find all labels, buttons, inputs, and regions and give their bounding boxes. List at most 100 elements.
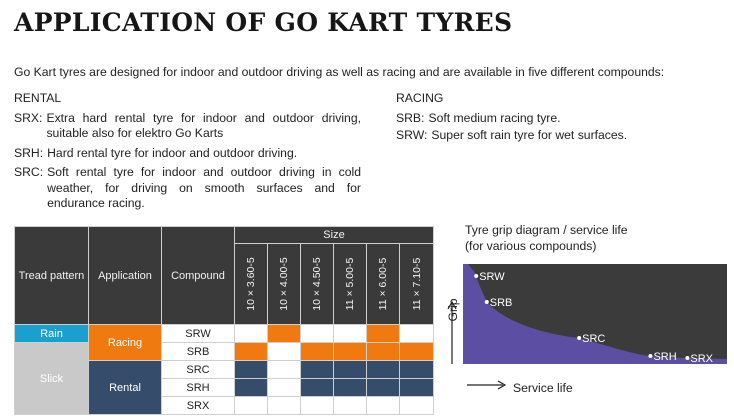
availability-cell xyxy=(333,342,367,361)
grip-diagram: SRW SRB SRC SRH SRX Grip xyxy=(446,264,727,365)
compound-cell: SRC xyxy=(161,360,235,379)
size-header: 10 × 3.60-5 xyxy=(234,243,268,325)
availability-cell xyxy=(267,378,301,397)
availability-cell xyxy=(267,360,301,379)
compound-cell: SRH xyxy=(161,378,235,397)
racing-section: RACING SRB: Soft medium racing tyre. SRW… xyxy=(396,91,716,146)
compound-point-label: SRH xyxy=(653,351,676,363)
table-row-srb: Slick SRB xyxy=(14,342,434,415)
arrow-up-icon xyxy=(447,300,457,310)
header-size: Size xyxy=(234,226,434,244)
availability-cell xyxy=(366,324,400,343)
size-header: 11 × 7.10-5 xyxy=(399,243,434,325)
definition-srh: SRH: Hard rental tyre for indoor and out… xyxy=(14,146,361,162)
size-header: 11 × 6.00-5 xyxy=(366,243,400,325)
diagram-subtitle-line: (for various compounds) xyxy=(465,238,597,253)
size-header: 10 × 4.00-5 xyxy=(267,243,301,325)
arrow-right-icon xyxy=(497,380,507,390)
availability-cell xyxy=(300,396,334,415)
availability-cell xyxy=(333,324,367,343)
racing-heading: RACING xyxy=(396,91,444,105)
service-life-label: Service life xyxy=(513,381,573,395)
availability-cell xyxy=(267,396,301,415)
application-grid: Tread pattern Application Compound Size … xyxy=(14,226,434,415)
table-row-srh: SRH xyxy=(15,378,434,397)
compound-point-label: SRB xyxy=(490,297,513,309)
size-label: 11 × 5.00-5 xyxy=(344,257,356,311)
grip-axis-label: Grip xyxy=(446,298,460,321)
table-row-srw: Rain Racing SRW xyxy=(14,324,434,361)
compound-cell: SRW xyxy=(161,324,235,343)
definition-code: SRC: xyxy=(14,165,44,179)
application-table: Tread pattern Application Compound Size … xyxy=(14,226,434,415)
definition-text: Soft medium racing tyre. xyxy=(428,110,561,125)
definition-code: SRB: xyxy=(396,110,425,125)
availability-cell xyxy=(399,324,434,343)
availability-cell xyxy=(399,396,434,415)
compound-point-srw xyxy=(474,274,479,278)
definition-code: SRX: xyxy=(14,110,43,125)
availability-cell xyxy=(234,396,268,415)
diagram-title: Tyre grip diagram / service life (for va… xyxy=(465,223,628,254)
page-title: APPLICATION OF GO KART TYRES xyxy=(14,8,513,37)
definition-text: Super soft rain tyre for wet surfaces. xyxy=(431,128,628,142)
availability-cell xyxy=(234,360,268,379)
rental-heading: RENTAL xyxy=(14,91,62,105)
definition-code: SRH: xyxy=(14,145,44,160)
compound-point-label: SRW xyxy=(479,271,505,283)
definition-code: SRW: xyxy=(396,128,428,142)
size-label: 11 × 7.10-5 xyxy=(410,257,423,311)
definition-src: SRC: Soft rental tyre for indoor and out… xyxy=(14,165,361,212)
diagram-title-line: Tyre grip diagram / service life xyxy=(465,223,628,237)
availability-cell xyxy=(234,324,268,343)
availability-cell xyxy=(234,342,268,361)
availability-cell xyxy=(300,342,334,361)
service-life-axis-arrow xyxy=(467,380,507,390)
application-rental: Rental xyxy=(88,360,162,415)
availability-cell xyxy=(234,378,268,397)
availability-cell xyxy=(333,396,367,415)
tread-slick: Slick xyxy=(14,342,89,415)
availability-cell xyxy=(267,324,301,343)
definition-srx: SRX: Extra hard rental tyre for indoor a… xyxy=(14,111,361,142)
availability-cell xyxy=(300,324,334,343)
rental-section: RENTAL SRX: Extra hard rental tyre for i… xyxy=(14,91,361,216)
compound-point-src xyxy=(577,336,582,340)
header-application: Application xyxy=(88,226,162,325)
availability-cell xyxy=(300,360,334,379)
definition-text: Hard rental tyre for indoor and outdoor … xyxy=(47,145,298,160)
compound-point-label: SRX xyxy=(690,353,713,365)
table-row-srx: SRX xyxy=(15,396,434,415)
tread-rain: Rain xyxy=(14,324,89,343)
size-header: 10 × 4.50-5 xyxy=(300,243,334,325)
compound-cell: SRB xyxy=(161,342,235,361)
definition-srw: SRW: Super soft rain tyre for wet surfac… xyxy=(396,128,716,144)
intro-text: Go Kart tyres are designed for indoor an… xyxy=(14,65,665,79)
definition-text: Extra hard rental tyre for indoor and ou… xyxy=(46,110,361,141)
compound-point-label: SRC xyxy=(582,333,605,345)
availability-cell xyxy=(399,342,434,361)
application-racing: Racing xyxy=(88,324,162,361)
availability-cell xyxy=(366,360,400,379)
header-tread-pattern: Tread pattern xyxy=(14,226,89,325)
availability-cell xyxy=(399,360,434,379)
grip-curve-area xyxy=(463,264,727,364)
availability-cell xyxy=(399,378,434,397)
size-label: 10 × 4.50-5 xyxy=(311,257,323,311)
availability-cell xyxy=(300,378,334,397)
compound-point-srb xyxy=(484,300,489,304)
size-label: 11 × 6.00-5 xyxy=(377,257,389,311)
table-row-src: Rental SRC xyxy=(15,360,434,415)
compound-point-srx xyxy=(685,356,690,360)
availability-cell xyxy=(333,378,367,397)
diagram-points: SRW SRB SRC SRH SRX xyxy=(474,271,714,365)
availability-cell xyxy=(366,342,400,361)
definition-srb: SRB: Soft medium racing tyre. xyxy=(396,111,716,127)
size-header: 11 × 5.00-5 xyxy=(333,243,367,325)
compound-cell: SRX xyxy=(161,396,235,415)
compound-point-srh xyxy=(648,354,653,358)
size-label: 10 × 3.60-5 xyxy=(245,257,257,311)
availability-cell xyxy=(333,360,367,379)
availability-cell xyxy=(366,378,400,397)
availability-cell xyxy=(267,342,301,361)
